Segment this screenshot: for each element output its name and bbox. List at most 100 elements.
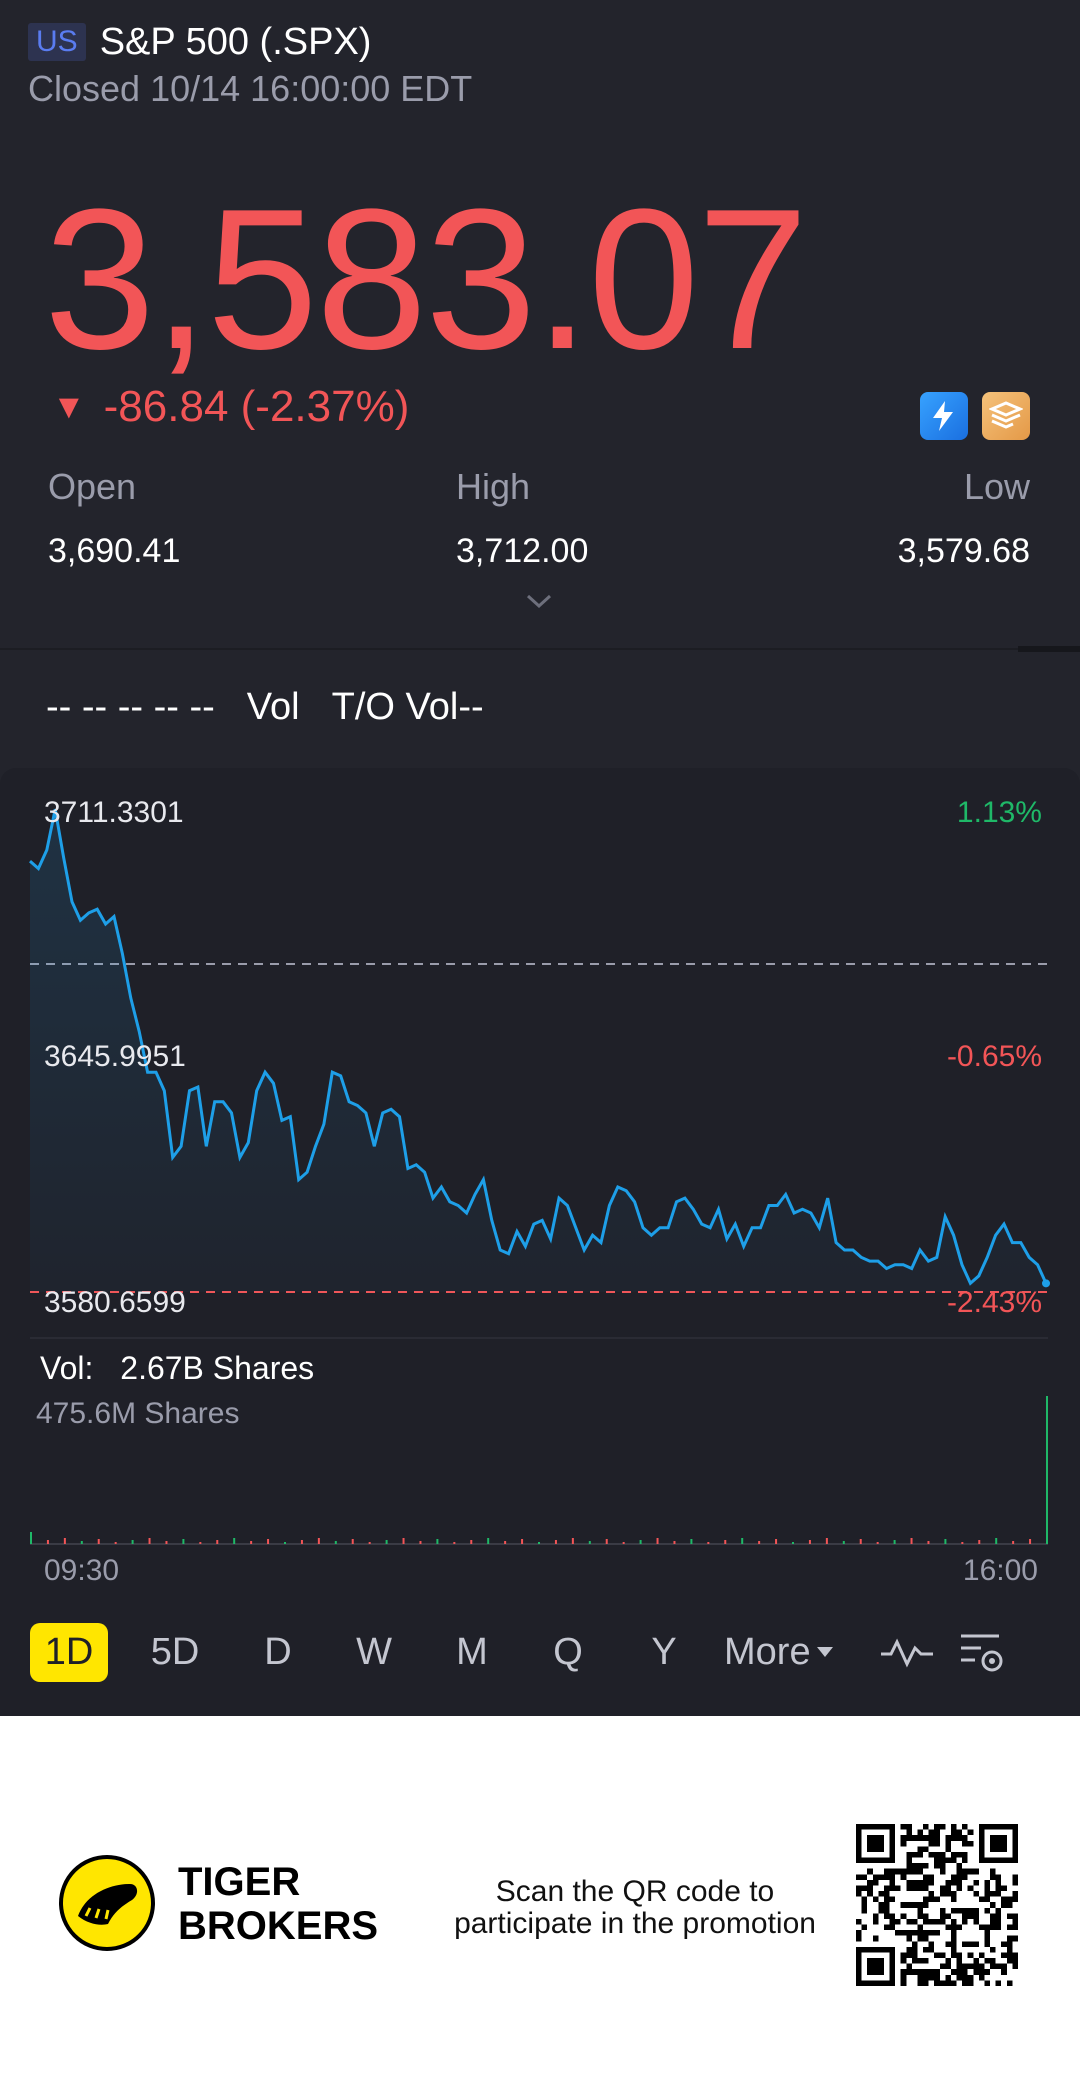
indicator-vol[interactable]: Vol: [246, 686, 300, 728]
volume-bar: [741, 1538, 744, 1544]
tiger-logo-icon: [59, 1855, 155, 1951]
volume-bar: [927, 1541, 930, 1544]
volume-bar: [944, 1539, 947, 1544]
lightning-level1-icon[interactable]: [920, 392, 968, 440]
volume-bar: [588, 1541, 591, 1544]
volume-bar: [656, 1538, 659, 1544]
tab-1d[interactable]: 1D: [30, 1622, 108, 1682]
quote-badges: [920, 392, 1030, 440]
tab-5d[interactable]: 5D: [150, 1630, 200, 1673]
volume-bar: [46, 1540, 49, 1544]
volume-bars: [30, 1396, 1048, 1544]
tab-d[interactable]: D: [264, 1630, 292, 1673]
chart-settings-icon[interactable]: [957, 1630, 1007, 1674]
volume-bar: [859, 1539, 862, 1544]
volume-value: 2.67B Shares: [120, 1350, 315, 1386]
promo-text: Scan the QR code to participate in the p…: [440, 1876, 830, 1940]
volume-bar: [131, 1540, 134, 1544]
tab-more-label: More: [724, 1630, 811, 1673]
volume-bar: [284, 1542, 286, 1544]
volume-bar: [470, 1540, 473, 1544]
qr-code-icon[interactable]: [856, 1824, 1018, 1986]
market-badge: US: [28, 23, 86, 61]
volume-bar: [673, 1541, 676, 1544]
tab-y[interactable]: Y: [651, 1630, 677, 1673]
y-label-max: 3711.3301: [44, 796, 184, 829]
volume-bar: [267, 1539, 270, 1544]
intraday-chart[interactable]: [0, 768, 1080, 1568]
indicator-placeholders: -- -- -- -- --: [46, 686, 215, 728]
tab-more[interactable]: More: [724, 1631, 833, 1674]
stat-low: Low 3,579.68: [898, 466, 1030, 571]
volume-bar: [368, 1542, 371, 1544]
pct-label-mid: -0.65%: [946, 1040, 1042, 1073]
indicator-row: -- -- -- -- -- Vol T/O Vol--: [46, 686, 484, 729]
change-value: -86.84 (-2.37%): [103, 382, 410, 431]
volume-bar: [233, 1538, 236, 1544]
volume-bar: [165, 1541, 168, 1544]
volume-bar: [182, 1539, 185, 1544]
volume-bar: [690, 1539, 693, 1544]
volume-bar: [639, 1540, 642, 1544]
tab-m[interactable]: M: [456, 1630, 488, 1673]
volume-bar: [571, 1538, 574, 1544]
volume-bar: [216, 1540, 219, 1544]
volume-bar: [1012, 1541, 1015, 1544]
chevron-down-icon[interactable]: [524, 586, 554, 616]
volume-bar: [995, 1538, 998, 1544]
promo-line1: Scan the QR code to: [495, 1875, 775, 1908]
last-price: 3,583.07: [44, 168, 809, 391]
volume-bar: [893, 1540, 896, 1544]
stack-a-icon[interactable]: [982, 392, 1030, 440]
volume-bar: [792, 1542, 794, 1544]
volume-bar: [419, 1541, 422, 1544]
tab-q[interactable]: Q: [553, 1630, 583, 1673]
price-line: [29, 808, 1048, 1286]
down-arrow-icon: ▼: [52, 387, 86, 426]
market-status: Closed 10/14 16:00:00 EDT: [28, 68, 473, 109]
pct-label-min: -2.43%: [946, 1286, 1042, 1319]
volume-bar: [487, 1538, 490, 1544]
brand-name: TIGER BROKERS: [178, 1860, 378, 1948]
brand-line1: TIGER: [178, 1860, 301, 1904]
volume-bar: [436, 1539, 439, 1544]
y-label-mid: 3645.9951: [44, 1040, 186, 1073]
open-value: 3,690.41: [48, 532, 181, 570]
volume-summary: Vol: 2.67B Shares: [40, 1350, 314, 1387]
section-divider: [0, 646, 1080, 652]
caret-down-icon: [816, 1647, 833, 1657]
volume-bar: [504, 1541, 507, 1544]
indicator-to-vol[interactable]: T/O Vol--: [331, 686, 484, 728]
volume-bar: [538, 1542, 540, 1544]
volume-bar: [63, 1538, 66, 1544]
volume-bar: [351, 1539, 354, 1544]
volume-bar: [724, 1540, 727, 1544]
high-label: High: [456, 466, 531, 507]
volume-bar: [402, 1538, 405, 1544]
brand-line2: BROKERS: [178, 1904, 379, 1948]
stock-detail-screen: US S&P 500 (.SPX) Closed 10/14 16:00:00 …: [0, 0, 1080, 1716]
volume-bar: [148, 1538, 151, 1544]
volume-bar: [910, 1538, 913, 1544]
volume-bar-close: [1046, 1396, 1048, 1544]
volume-bar: [97, 1539, 100, 1544]
header-row: US S&P 500 (.SPX): [28, 18, 371, 66]
low-value: 3,579.68: [897, 532, 1030, 570]
volume-bar: [876, 1542, 879, 1544]
volume-bar: [707, 1542, 710, 1544]
volume-bar: [808, 1540, 811, 1544]
period-tabs: 1D 5D D W M Q Y More: [30, 1620, 1060, 1684]
stat-open: Open 3,690.41: [48, 466, 180, 571]
volume-bar: [334, 1541, 337, 1544]
volume-bar: [114, 1542, 117, 1544]
volume-bar: [825, 1538, 828, 1544]
time-start: 09:30: [44, 1554, 120, 1587]
volume-bar: [622, 1542, 625, 1544]
price-change: ▼ -86.84 (-2.37%): [52, 382, 409, 432]
last-price-dot: [1042, 1279, 1050, 1288]
volume-bar: [758, 1541, 761, 1544]
promo-line2: participate in the promotion: [454, 1907, 816, 1940]
indicator-wave-icon[interactable]: [879, 1632, 935, 1672]
chart-panel[interactable]: 3711.3301 3645.9951 3580.6599 1.13% -0.6…: [0, 768, 1080, 1716]
tab-w[interactable]: W: [356, 1630, 392, 1673]
